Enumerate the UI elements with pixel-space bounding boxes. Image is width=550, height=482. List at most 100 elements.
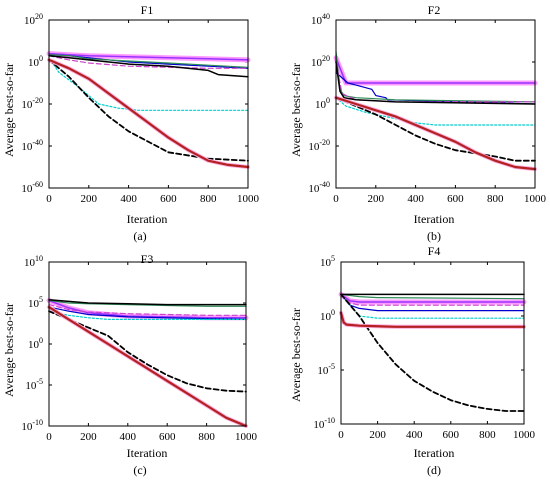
y-tick-label: 105 <box>320 254 335 269</box>
x-tick-label: 400 <box>120 193 137 205</box>
series-line-10 <box>47 58 250 169</box>
y-tick-label: 1020 <box>24 12 43 27</box>
series-line-3 <box>335 71 536 105</box>
y-tick-label: 10-20 <box>308 138 330 153</box>
x-tick-label: 800 <box>200 193 217 205</box>
series-line-6 <box>48 54 249 78</box>
series-line-2 <box>48 52 249 61</box>
x-tick-label: 0 <box>46 431 52 443</box>
x-tick-label: 600 <box>160 193 177 205</box>
x-tick-label: 1000 <box>237 193 260 205</box>
y-tick-label: 10-10 <box>21 418 43 433</box>
x-tick-label: 0 <box>333 193 339 205</box>
chart-panel-f4: F4 Average best-so-far Iteration (d) 0 20… <box>289 244 536 477</box>
panel-caption: (d) <box>427 463 441 477</box>
chart-title: F2 <box>428 3 441 17</box>
plot-frame <box>48 261 247 427</box>
y-axis-label: Average best-so-far <box>2 63 16 157</box>
series-line-4 <box>48 54 249 68</box>
series-line-9 <box>339 310 526 329</box>
plot-frame <box>335 19 536 189</box>
series-line-4 <box>335 50 536 103</box>
series-line-8 <box>48 310 247 393</box>
x-tick-label: 800 <box>479 429 496 441</box>
y-tick-label: 100 <box>28 336 43 351</box>
panel-caption: (b) <box>427 229 441 243</box>
series-line-3 <box>48 306 247 320</box>
y-tick-label: 105 <box>28 295 43 310</box>
x-tick-label: 800 <box>198 431 215 443</box>
plot-frame <box>48 19 249 189</box>
x-tick-label: 0 <box>46 193 52 205</box>
series-line-8 <box>340 293 525 412</box>
plot-area: 0 200 400 600 800 1000 10-10 10-5 100 105 <box>313 254 535 441</box>
series-line-4 <box>340 293 525 300</box>
x-tick-label: 200 <box>369 429 386 441</box>
x-tick-label: 1000 <box>235 431 258 443</box>
series-line-6 <box>48 298 247 306</box>
y-tick-label: 10-40 <box>308 180 330 195</box>
panel-caption: (c) <box>133 463 146 477</box>
y-tick-label: 10-10 <box>313 416 335 431</box>
chart-panel-f2: F2 Average best-so-far Iteration (b) 0 20… <box>289 3 547 243</box>
y-axis-label: Average best-so-far <box>289 63 303 157</box>
y-tick-label: 10-40 <box>21 138 43 153</box>
x-tick-label: 400 <box>407 193 424 205</box>
chart-panel-f3: F3 Average best-so-far Iteration (c) 0 20… <box>2 252 258 477</box>
x-tick-label: 400 <box>120 431 137 443</box>
y-tick-label: 10-60 <box>21 180 43 195</box>
series-line-1 <box>333 55 538 86</box>
x-axis-label: Iteration <box>414 212 455 226</box>
series-line-5 <box>340 293 525 306</box>
panel-caption: (a) <box>133 229 146 243</box>
series-line-9 <box>47 57 250 169</box>
plot-area: 0 200 400 600 800 1000 10-10 10-5 100 105 1010 <box>21 254 257 443</box>
x-tick-label: 200 <box>81 193 98 205</box>
series-line-4 <box>48 299 247 307</box>
chart-panel-f1: F1 Average best-so-far Iteration (a) 0 20… <box>2 3 260 243</box>
x-axis-label: Iteration <box>414 446 455 460</box>
x-tick-label: 200 <box>368 193 385 205</box>
y-axis-label: Average best-so-far <box>2 303 16 397</box>
series-line-10 <box>334 96 537 171</box>
chart-title: F4 <box>428 244 441 258</box>
series-line-10 <box>339 311 526 328</box>
y-tick-label: 100 <box>320 308 335 323</box>
x-tick-label: 600 <box>443 429 460 441</box>
x-tick-label: 600 <box>159 431 176 443</box>
x-tick-label: 600 <box>447 193 464 205</box>
series-line-2 <box>335 57 536 84</box>
y-tick-label: 10-5 <box>25 377 43 392</box>
series-line-5 <box>48 55 249 69</box>
series-line-2 <box>340 293 525 303</box>
x-tick-label: 0 <box>338 429 344 441</box>
series-line-7 <box>340 293 525 319</box>
x-axis-label: Iteration <box>127 446 168 460</box>
y-tick-label: 1040 <box>311 12 330 27</box>
x-axis-label: Iteration <box>127 212 168 226</box>
series-line-5 <box>48 304 247 316</box>
chart-title: F1 <box>141 3 154 17</box>
y-tick-label: 1010 <box>24 254 43 269</box>
y-tick-label: 100 <box>315 96 330 111</box>
series-line-7 <box>48 57 249 111</box>
chart-title: F3 <box>141 252 154 266</box>
y-axis-label: Average best-so-far <box>289 308 303 402</box>
x-tick-label: 1000 <box>513 429 536 441</box>
plot-area: 0 200 400 600 800 1000 10-40 10-20 100 1020 1040 <box>308 12 546 205</box>
y-tick-label: 100 <box>28 54 43 69</box>
plot-area: 0 200 400 600 800 1000 10-60 10-40 10-20 100 1020 <box>21 12 259 205</box>
y-tick-label: 1020 <box>311 54 330 69</box>
x-tick-label: 1000 <box>524 193 547 205</box>
series-line-7 <box>48 310 247 320</box>
x-tick-label: 400 <box>406 429 423 441</box>
series-line-8 <box>335 96 536 162</box>
x-tick-label: 800 <box>487 193 504 205</box>
series-line-10 <box>47 306 248 428</box>
y-tick-label: 10-20 <box>21 96 43 111</box>
x-tick-label: 200 <box>80 431 97 443</box>
plot-frame <box>340 261 525 425</box>
series-line-6 <box>335 61 536 105</box>
y-tick-label: 10-5 <box>317 362 335 377</box>
